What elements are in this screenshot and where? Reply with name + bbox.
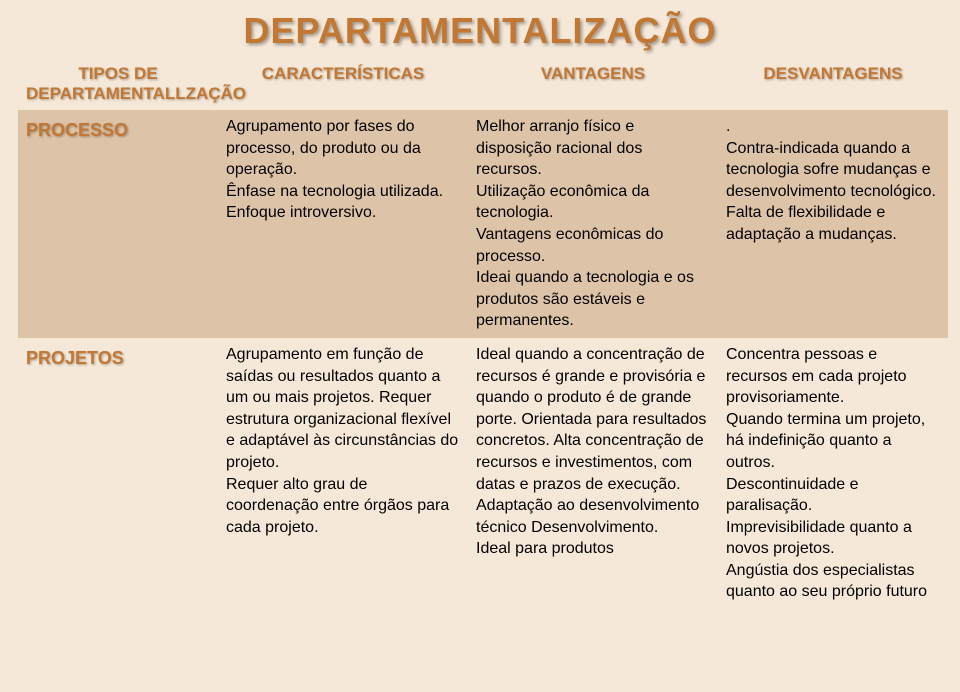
table-row: PROJETOS Agrupamento em função de saídas… [18, 338, 948, 609]
cell-projetos-vantagens: Ideal quando a concentração de recursos … [468, 338, 718, 609]
column-header-desvantagens: DESVANTAGENS [718, 58, 948, 110]
cell-processo-desvantagens: .Contra-indicada quando a tecnologia sof… [718, 110, 948, 338]
cell-processo-vantagens: Melhor arranjo físico e disposição racio… [468, 110, 718, 338]
column-header-vantagens: VANTAGENS [468, 58, 718, 110]
column-header-caracteristicas: CARACTERÍSTICAS [218, 58, 468, 110]
cell-projetos-caracteristicas: Agrupamento em função de saídas ou resul… [218, 338, 468, 609]
table-header-row: TIPOS DE DEPARTAMENTALLZAÇÃO CARACTERÍST… [18, 58, 948, 110]
cell-projetos-desvantagens: Concentra pessoas e recursos em cada pro… [718, 338, 948, 609]
column-header-tipos: TIPOS DE DEPARTAMENTALLZAÇÃO [18, 58, 218, 110]
table-row: PROCESSO Agrupamento por fases do proces… [18, 110, 948, 338]
cell-processo-caracteristicas: Agrupamento por fases do processo, do pr… [218, 110, 468, 338]
row-label-projetos: PROJETOS [18, 338, 218, 609]
slide-container: DEPARTAMENTALIZAÇÃO TIPOS DE DEPARTAMENT… [0, 0, 960, 609]
slide-title: DEPARTAMENTALIZAÇÃO [18, 10, 942, 52]
comparison-table: TIPOS DE DEPARTAMENTALLZAÇÃO CARACTERÍST… [18, 58, 948, 609]
row-label-processo: PROCESSO [18, 110, 218, 338]
